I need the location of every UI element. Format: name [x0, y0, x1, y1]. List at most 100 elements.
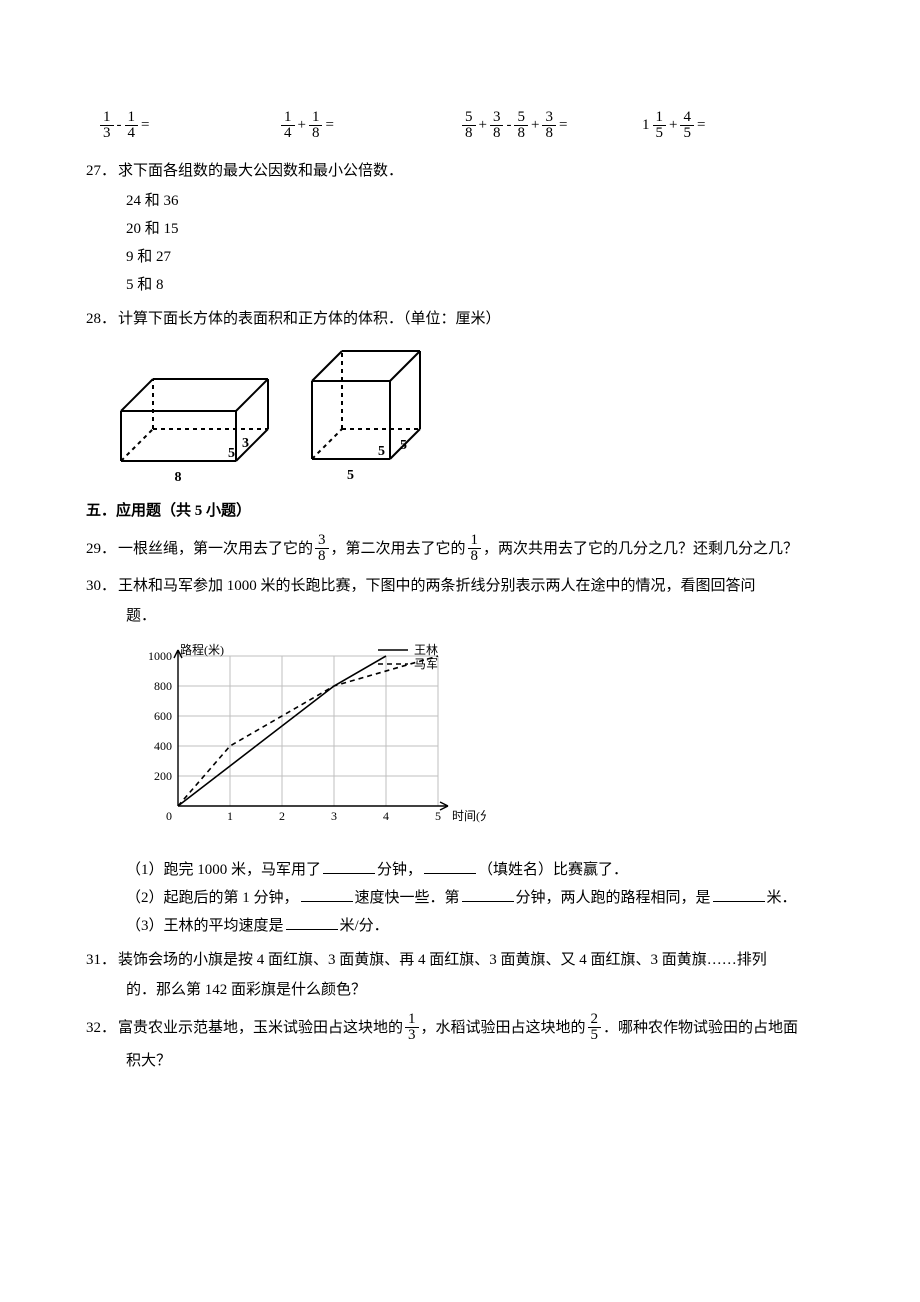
- q-number: 31．: [86, 948, 118, 972]
- text: 米/分．: [340, 918, 389, 934]
- equation-row: 13 - 14 = 14 + 18 = 58 + 38 - 58 + 38 = …: [98, 110, 822, 141]
- svg-text:200: 200: [154, 769, 172, 783]
- q32-text: ，水稻试验田占这块地的: [421, 1016, 586, 1040]
- text: （2）起跑后的第 1 分钟，: [126, 890, 299, 906]
- equation-3: 58 + 38 - 58 + 38 =: [460, 110, 641, 141]
- q29-text: ，两次共用去了它的几分之几？还剩几分之几？: [483, 537, 798, 561]
- frac-den: 8: [514, 126, 528, 141]
- equation-2: 14 + 18 =: [279, 110, 460, 141]
- svg-text:5: 5: [400, 438, 407, 453]
- frac-num: 3: [315, 533, 329, 549]
- q-text: 计算下面长方体的表面积和正方体的体积．（单位：厘米）: [118, 311, 501, 327]
- frac-den: 8: [468, 549, 482, 564]
- blank[interactable]: [713, 887, 765, 902]
- frac-den: 4: [125, 126, 139, 141]
- q-number: 29．: [86, 537, 118, 561]
- frac-num: 5: [462, 110, 476, 126]
- svg-text:时间(分): 时间(分): [452, 809, 486, 823]
- q32-text: 富贵农业示范基地，玉米试验田占这块地的: [118, 1016, 403, 1040]
- frac-den: 3: [100, 126, 114, 141]
- q30-text-cont: 题．: [126, 604, 834, 628]
- q32-line2: 积大？: [126, 1049, 834, 1073]
- q31-line2: 的．那么第 142 面彩旗是什么颜色？: [126, 978, 834, 1002]
- q27-pair: 5 和 8: [126, 273, 834, 297]
- cuboid-figure: 538: [106, 351, 276, 481]
- op: +: [297, 118, 307, 133]
- equation-1: 13 - 14 =: [98, 110, 279, 141]
- equation-4: 1 15 + 45 =: [641, 110, 822, 141]
- text: （1）跑完 1000 米，马军用了: [126, 862, 321, 878]
- lead: 1: [641, 118, 651, 133]
- svg-text:1000: 1000: [148, 649, 172, 663]
- text: 速度快一些．第: [355, 890, 460, 906]
- line-chart: 1234520040060080010000路程(米)时间(分)王林马军: [126, 638, 834, 848]
- text: 分钟，两人跑的路程相同，是: [516, 890, 711, 906]
- frac-den: 8: [490, 126, 504, 141]
- frac-num: 1: [468, 533, 482, 549]
- svg-text:0: 0: [166, 809, 172, 823]
- q-text: 装饰会场的小旗是按 4 面红旗、3 面黄旗、再 4 面红旗、3 面黄旗、又 4 …: [118, 952, 767, 968]
- q-number: 32．: [86, 1016, 118, 1040]
- frac-num: 2: [588, 1012, 602, 1028]
- svg-text:3: 3: [242, 436, 249, 451]
- blank[interactable]: [462, 887, 514, 902]
- q-number: 28．: [86, 307, 118, 331]
- equals: =: [140, 118, 150, 133]
- equals: =: [324, 118, 334, 133]
- op: +: [478, 118, 488, 133]
- frac-den: 8: [542, 126, 556, 141]
- blank[interactable]: [424, 859, 476, 874]
- frac-num: 1: [100, 110, 114, 126]
- frac-den: 8: [462, 126, 476, 141]
- svg-text:400: 400: [154, 739, 172, 753]
- frac-num: 1: [653, 110, 667, 126]
- frac-num: 1: [281, 110, 295, 126]
- svg-text:1: 1: [227, 809, 233, 823]
- svg-text:5: 5: [347, 468, 354, 481]
- frac-den: 5: [588, 1028, 602, 1043]
- cube-figure: 555: [300, 341, 450, 481]
- svg-text:马军: 马军: [414, 657, 438, 671]
- question-30: 30．王林和马军参加 1000 米的长跑比赛，下图中的两条折线分别表示两人在途中…: [86, 574, 834, 598]
- question-29: 29． 一根丝绳，第一次用去了它的 38 ，第二次用去了它的 18 ，两次共用去…: [86, 533, 834, 564]
- frac-den: 8: [315, 549, 329, 564]
- question-28: 28．计算下面长方体的表面积和正方体的体积．（单位：厘米）: [86, 307, 834, 331]
- svg-text:8: 8: [175, 470, 182, 481]
- frac-num: 1: [405, 1012, 419, 1028]
- q32-text: ．哪种农作物试验田的占地面: [603, 1016, 798, 1040]
- frac-den: 8: [309, 126, 323, 141]
- equals: =: [696, 118, 706, 133]
- svg-text:800: 800: [154, 679, 172, 693]
- section-5-title: 五．应用题（共 5 小题）: [86, 499, 834, 523]
- question-31: 31．装饰会场的小旗是按 4 面红旗、3 面黄旗、再 4 面红旗、3 面黄旗、又…: [86, 948, 834, 972]
- svg-text:王林: 王林: [414, 643, 438, 657]
- frac-num: 3: [542, 110, 556, 126]
- q-text: 王林和马军参加 1000 米的长跑比赛，下图中的两条折线分别表示两人在途中的情况…: [118, 578, 756, 594]
- question-32: 32． 富贵农业示范基地，玉米试验田占这块地的 13 ，水稻试验田占这块地的 2…: [86, 1012, 834, 1043]
- q-text: 求下面各组数的最大公因数和最小公倍数．: [118, 163, 403, 179]
- frac-den: 3: [405, 1028, 419, 1043]
- svg-text:2: 2: [279, 809, 285, 823]
- svg-text:600: 600: [154, 709, 172, 723]
- op: +: [530, 118, 540, 133]
- q27-pair: 24 和 36: [126, 189, 834, 213]
- q30-sub2: （2）起跑后的第 1 分钟，速度快一些．第分钟，两人跑的路程相同，是米．: [126, 886, 834, 910]
- q-number: 27．: [86, 159, 118, 183]
- blank[interactable]: [286, 915, 338, 930]
- frac-num: 1: [125, 110, 139, 126]
- op: +: [668, 118, 678, 133]
- frac-den: 5: [653, 126, 667, 141]
- blank[interactable]: [323, 859, 375, 874]
- op: -: [505, 118, 512, 133]
- blank[interactable]: [301, 887, 353, 902]
- text: （填姓名）比赛赢了．: [478, 862, 628, 878]
- q27-pair: 20 和 15: [126, 217, 834, 241]
- text: （3）王林的平均速度是: [126, 918, 284, 934]
- equals: =: [558, 118, 568, 133]
- op: -: [116, 118, 123, 133]
- q30-sub3: （3）王林的平均速度是 米/分．: [126, 914, 834, 938]
- frac-num: 5: [514, 110, 528, 126]
- svg-text:3: 3: [331, 809, 337, 823]
- svg-text:路程(米): 路程(米): [180, 642, 224, 657]
- q27-pair: 9 和 27: [126, 245, 834, 269]
